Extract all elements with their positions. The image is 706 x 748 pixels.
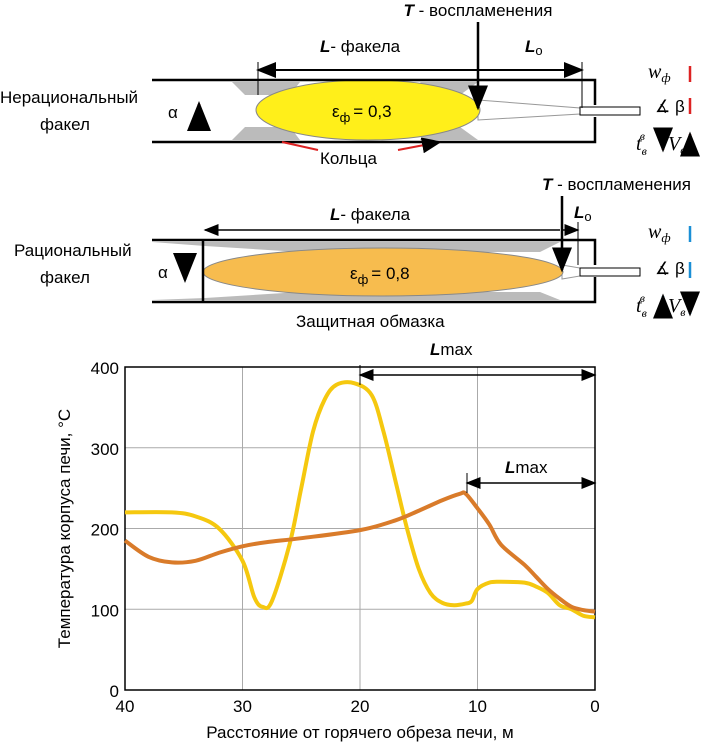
svg-text:L- факела: L- факела (330, 205, 411, 224)
series-line (123, 490, 596, 614)
x-tick-label: 20 (351, 697, 370, 716)
x-tick-label: 10 (468, 697, 487, 716)
diagram-bottom: T - воспламенения L- факела Lo Рациональ… (14, 175, 691, 331)
annotation: Lmax (430, 340, 473, 359)
label: факел (40, 268, 90, 287)
svg-text:εф= 0,3: εф = 0,3 (332, 102, 392, 125)
x-tick-label: 40 (116, 697, 135, 716)
sub: в (642, 306, 647, 320)
label: - факела (340, 205, 410, 224)
label: Рациональный (14, 241, 132, 260)
y-tick-label: 400 (91, 359, 119, 378)
symbol: T (542, 175, 554, 194)
sub: в (680, 143, 685, 157)
sub: ф (340, 110, 351, 125)
y-axis-label: Температура корпуса печи, °С (55, 409, 74, 648)
annotation: Lmax (505, 458, 548, 477)
sup: в (640, 291, 645, 305)
svg-text:Vв: Vв (668, 133, 685, 157)
y-tick-label: 0 (110, 682, 119, 701)
x-axis-label: Расстояние от горячего обреза печи, м (206, 723, 514, 742)
sub: ф (661, 70, 670, 85)
symbol: L (574, 203, 584, 222)
sub: max (515, 458, 548, 477)
diagram-top: T - воспламенения L- факела Lo Нерациона… (0, 1, 690, 168)
sub: o (535, 43, 542, 58)
svg-text:wф: wф (648, 61, 671, 85)
label: Нерациональный (0, 88, 138, 107)
symbol: L (330, 205, 340, 224)
alpha: α (158, 263, 168, 282)
sub: в (642, 144, 647, 158)
series-line (124, 380, 596, 620)
label: - факела (330, 37, 400, 56)
label: - воспламенения (419, 1, 553, 20)
t: t (636, 133, 642, 155)
sub: ф (661, 230, 670, 245)
svg-text:εф= 0,8: εф = 0,8 (350, 264, 410, 287)
beta: β (675, 97, 685, 116)
beta: β (675, 259, 685, 278)
sub: o (584, 209, 591, 224)
symbol: L (430, 340, 440, 359)
t: t (636, 295, 642, 317)
svg-text:wф: wф (648, 221, 671, 245)
svg-text:tвв: tвв (636, 129, 647, 158)
label: Кольца (320, 149, 377, 168)
y-tick-label: 100 (91, 601, 119, 620)
svg-text:L- факела: L- факела (320, 37, 401, 56)
label: - воспламенения (557, 175, 691, 194)
svg-text:T - воспламенения: T - воспламенения (542, 175, 691, 194)
x-tick-label: 30 (233, 697, 252, 716)
label: Защитная обмазка (296, 312, 445, 331)
w: w (648, 61, 662, 83)
svg-text:Vв: Vв (668, 295, 685, 319)
symbol: ε (332, 102, 340, 121)
y-tick-label: 200 (91, 521, 119, 540)
sub: ф (358, 272, 369, 287)
svg-text:Lo: Lo (574, 203, 592, 224)
svg-text:Lo: Lo (525, 37, 543, 58)
sub: в (680, 305, 685, 319)
svg-text:∡ β: ∡ β (655, 97, 685, 116)
alpha: α (168, 103, 178, 122)
label: факел (40, 115, 90, 134)
w: w (648, 221, 662, 243)
svg-text:tвв: tвв (636, 291, 647, 320)
svg-text:T - воспламенения: T - воспламенения (404, 1, 553, 20)
label: = 0,3 (353, 102, 391, 121)
x-tick-label: 0 (590, 697, 599, 716)
svg-text:∡ β: ∡ β (655, 259, 685, 278)
y-tick-label: 300 (91, 440, 119, 459)
symbol: T (404, 1, 416, 20)
symbol: L (505, 458, 515, 477)
sub: max (440, 340, 473, 359)
symbol: L (320, 37, 330, 56)
sup: в (640, 129, 645, 143)
symbol: ε (350, 264, 358, 283)
symbol: L (525, 37, 535, 56)
label: = 0,8 (371, 264, 409, 283)
